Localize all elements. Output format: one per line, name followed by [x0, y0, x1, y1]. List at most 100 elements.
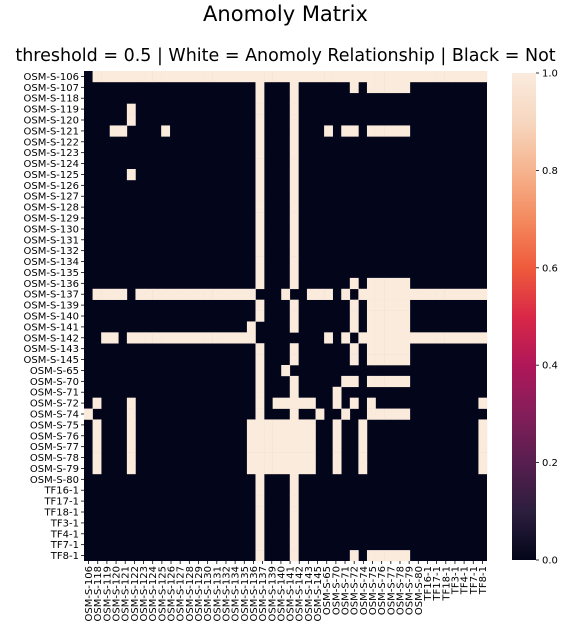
heatmap-cell [126, 71, 136, 83]
heatmap-cell [84, 408, 93, 420]
column-label: OSM-S-129 [194, 566, 205, 622]
column-label: TF3-1 [450, 566, 461, 595]
heatmap-cell [289, 343, 299, 355]
heatmap-cell [281, 419, 291, 431]
heatmap-cell [306, 71, 316, 83]
row-label: OSM-S-137 [24, 290, 80, 301]
row-label: TF7-1 [50, 540, 79, 551]
heatmap-cell [186, 332, 196, 344]
row-label: OSM-S-130 [24, 224, 80, 235]
heatmap-cell [478, 452, 488, 464]
heatmap-cell [332, 430, 342, 442]
heatmap-cell [152, 288, 162, 300]
column-label: OSM-S-78 [395, 566, 406, 615]
heatmap-cell [289, 158, 299, 170]
heatmap-cell [126, 441, 136, 453]
heatmap-cell [418, 71, 428, 83]
row-label: OSM-S-145 [24, 355, 80, 366]
colorbar-tick-label: 0.8 [542, 166, 558, 177]
heatmap-cell [384, 71, 393, 83]
heatmap-cell [255, 125, 265, 137]
heatmap-cell [101, 288, 111, 300]
heatmap-cell [178, 332, 188, 344]
heatmap-cell [255, 375, 265, 388]
heatmap-cell [118, 125, 128, 137]
row-label: OSM-S-134 [24, 257, 80, 268]
heatmap-cell [375, 321, 385, 333]
heatmap-cell [306, 430, 316, 442]
row-label: OSM-S-135 [24, 268, 80, 279]
chart-subtitle: threshold = 0.5 | White = Anomoly Relati… [15, 46, 556, 66]
heatmap-cell [255, 365, 265, 377]
column-label: OSM-S-134 [231, 566, 242, 622]
heatmap-cell [238, 332, 248, 344]
heatmap-cell [264, 419, 273, 431]
heatmap-cell [401, 81, 411, 94]
column-label: OSM-S-65 [322, 566, 333, 615]
heatmap-cell [178, 71, 188, 83]
heatmap-cell [478, 71, 488, 83]
heatmap-cell [126, 408, 136, 420]
heatmap-cell [264, 452, 273, 464]
heatmap-cell [246, 430, 256, 442]
colorbar-tick-label: 0.6 [542, 263, 558, 274]
heatmap-cell [306, 452, 316, 464]
heatmap-cell [444, 288, 453, 300]
heatmap-cell [289, 169, 299, 181]
heatmap-cell [358, 288, 368, 300]
column-label: OSM-S-72 [350, 566, 361, 615]
heatmap-cell [444, 71, 453, 83]
row-label: OSM-S-141 [24, 322, 80, 333]
heatmap-cell [384, 321, 393, 333]
row-label: OSM-S-125 [24, 170, 80, 181]
heatmap-cell [375, 310, 385, 322]
heatmap-cell [478, 463, 488, 475]
heatmap-cell [366, 343, 376, 355]
column-label: OSM-S-119 [102, 566, 113, 622]
heatmap-cell [255, 386, 265, 398]
row-label: OSM-S-131 [24, 235, 80, 246]
heatmap-cell [384, 343, 393, 355]
heatmap-cell [126, 419, 136, 431]
heatmap-cell [341, 408, 351, 420]
column-label: OSM-S-127 [176, 566, 187, 622]
heatmap-cell [358, 452, 368, 464]
heatmap-cell [306, 419, 316, 431]
heatmap-cell [426, 71, 436, 83]
heatmap-cell [255, 506, 265, 518]
row-label: TF16-1 [43, 486, 79, 497]
column-label: OSM-S-143 [304, 566, 315, 622]
column-label: TF4-1 [460, 566, 471, 595]
column-label: OSM-S-135 [240, 566, 251, 622]
heatmap-cell [92, 288, 102, 300]
heatmap-cell [289, 234, 299, 246]
heatmap-cell [135, 71, 145, 83]
column-label: OSM-S-70 [331, 566, 342, 615]
heatmap-cell [392, 81, 402, 94]
heatmap-cell [366, 332, 376, 344]
heatmap-cell [135, 288, 145, 300]
heatmap-cell [375, 71, 385, 83]
heatmap-cell [281, 430, 291, 442]
heatmap-cell [392, 299, 402, 311]
heatmap-cell [289, 136, 299, 148]
column-label: OSM-S-137 [258, 566, 269, 622]
row-label: OSM-S-106 [24, 72, 80, 83]
chart-title: Anomoly Matrix [203, 2, 368, 26]
heatmap-cell [392, 288, 402, 300]
heatmap-cell [255, 158, 265, 170]
row-tick-labels: OSM-S-106OSM-S-107OSM-S-118OSM-S-119OSM-… [24, 72, 84, 562]
heatmap-cell [332, 419, 342, 431]
heatmap-cell [289, 179, 299, 192]
heatmap-cell [358, 332, 368, 344]
column-tick-labels: OSM-S-106OSM-S-118OSM-S-119OSM-S-120OSM-… [84, 561, 489, 622]
heatmap-cell [298, 441, 308, 453]
heatmap-cell [272, 419, 282, 431]
row-label: OSM-S-76 [30, 431, 79, 442]
heatmap-cell [366, 299, 376, 311]
heatmap-cell [384, 288, 393, 300]
heatmap-cell [324, 71, 333, 83]
heatmap-cell [255, 550, 265, 562]
heatmap-cell [195, 71, 205, 83]
row-label: OSM-S-142 [24, 333, 80, 344]
